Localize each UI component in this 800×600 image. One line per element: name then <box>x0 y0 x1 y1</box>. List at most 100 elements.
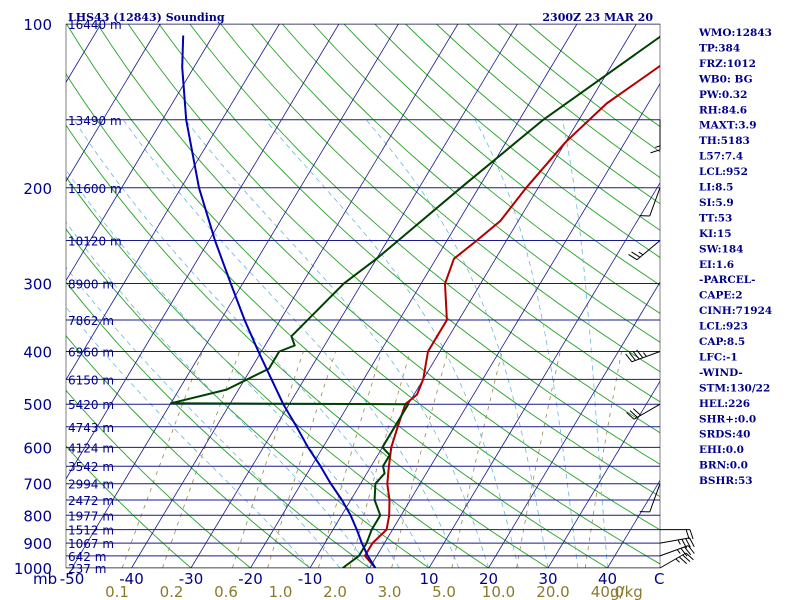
pressure-tick-label: 300 <box>23 276 52 294</box>
mixing-ratio-tick-label: 0.1 <box>105 583 129 600</box>
dry-adiabat-line <box>528 24 660 128</box>
height-level-label: 11600 m <box>68 182 122 196</box>
height-level-label: 1067 m <box>68 537 114 551</box>
wind-barb <box>625 349 661 363</box>
temperature-tick-label: -20 <box>238 570 263 588</box>
isotherm-line <box>190 24 518 568</box>
isotherm-line <box>369 83 660 568</box>
wind-barbs <box>625 119 695 569</box>
wind-barb-staff <box>631 351 661 363</box>
index-entry: LCL:952 <box>699 166 748 178</box>
background-grid <box>66 24 660 568</box>
moist-adiabat-line <box>66 266 341 568</box>
wind-barb-flag <box>650 149 661 154</box>
wind-barb-flag <box>681 539 687 549</box>
moist-adiabat-line <box>122 119 460 568</box>
height-level-label: 13490 m <box>68 114 122 128</box>
wind-barb-staff <box>659 552 687 569</box>
mixing-ratio-line <box>391 351 449 568</box>
pressure-tick-label: 900 <box>23 535 52 553</box>
index-entry: TP:384 <box>699 42 740 54</box>
height-level-label: 6150 m <box>68 373 114 387</box>
height-level-label: 8900 m <box>68 278 114 292</box>
dry-adiabat-line <box>497 24 660 153</box>
temperature-tick-label: 30 <box>538 570 557 588</box>
wind-barb-staff <box>659 537 690 544</box>
mixing-ratio-line <box>162 351 240 568</box>
index-entry: EHI:0.0 <box>699 444 744 456</box>
height-level-label: 4124 m <box>68 441 114 455</box>
wind-barb-flag <box>631 251 641 258</box>
wind-barb <box>660 529 694 540</box>
index-entry: WB0: BG <box>698 73 753 85</box>
pressure-tick-label: 1000 <box>14 560 52 578</box>
height-level-label: 2994 m <box>68 478 114 492</box>
pressure-tick-label: 800 <box>23 507 52 525</box>
height-level-label: 6960 m <box>68 346 114 360</box>
index-entry: SHR+:0.0 <box>699 413 756 425</box>
pressure-tick-label: 200 <box>23 180 52 198</box>
index-entry: PW:0.32 <box>699 89 747 101</box>
wind-barb <box>626 403 661 420</box>
index-entry: CAPE:2 <box>699 290 743 302</box>
wind-barb-flag <box>687 545 695 554</box>
temperature-tick-label: -40 <box>119 570 144 588</box>
index-entry: MAXT:3.9 <box>699 120 757 132</box>
wind-barb <box>659 545 695 557</box>
index-entry: BRN:0.0 <box>699 460 748 472</box>
height-level-label: 4743 m <box>68 421 114 435</box>
temperature-profile-line <box>363 64 660 568</box>
temperature-tick-label: 0 <box>365 570 375 588</box>
wind-barb-flag <box>675 558 680 563</box>
moist-adiabat-line <box>66 306 311 568</box>
wind-barb-flag <box>682 554 691 563</box>
wind-barb-flag <box>680 547 688 557</box>
index-entry: RH:84.6 <box>699 104 747 116</box>
wind-barb-staff <box>636 240 661 261</box>
moist-adiabat-line <box>264 119 519 568</box>
index-entry: SW:184 <box>699 243 743 255</box>
temperature-tick-label: -10 <box>298 570 323 588</box>
height-level-label: 2472 m <box>68 494 114 508</box>
wind-barb-flag <box>689 529 694 540</box>
height-level-label: 16440 m <box>68 18 122 32</box>
wind-barb-flag <box>633 408 642 416</box>
dry-adiabat-line <box>66 73 608 568</box>
mixing-ratio-tick-label: 0.6 <box>214 583 238 600</box>
wind-barb-staff <box>633 403 661 420</box>
pressure-tick-label: 500 <box>23 396 52 414</box>
isotherm-line <box>131 24 459 568</box>
mixing-ratio-tick-label: 0.2 <box>160 583 184 600</box>
dry-adiabat-line <box>127 24 660 498</box>
mixing-ratio-line <box>318 351 383 568</box>
parcel-profile-line <box>181 35 377 568</box>
index-entry: SRDS:40 <box>699 429 751 441</box>
moist-adiabat-line <box>184 119 489 568</box>
mixing-ratio-line <box>232 351 304 568</box>
wind-barb-staff <box>649 483 661 513</box>
isotherm-line <box>547 380 660 568</box>
mixing-ratio-tick-label: 2.0 <box>323 583 347 600</box>
index-entry: HEL:226 <box>699 398 750 410</box>
wind-barb-flag <box>655 145 661 148</box>
moist-adiabat-line <box>66 169 400 568</box>
stability-indices-panel: WMO:12843 TP:384 FRZ:1012 WB0: BG PW:0.32 RH:… <box>698 27 772 487</box>
dry-adiabat-line <box>66 228 430 568</box>
moist-adiabat-line <box>66 221 370 568</box>
wind-barb-flag <box>638 251 644 256</box>
dry-adiabat-line <box>66 24 660 565</box>
wind-barb-flag <box>689 537 695 547</box>
wind-barb-flag <box>677 539 681 545</box>
wind-barb-flag <box>684 546 692 556</box>
index-entry: BSHR:53 <box>699 475 753 487</box>
wind-barb-flag <box>626 412 635 420</box>
isotherm-line <box>66 24 280 381</box>
isotherm-line <box>488 281 660 568</box>
wind-barb <box>650 119 661 154</box>
moist-adiabat-line <box>474 119 579 568</box>
mixing-ratio-line <box>121 351 203 568</box>
isotherm-line <box>66 24 340 480</box>
height-level-label: 3542 m <box>68 460 114 474</box>
index-entry: -PARCEL- <box>699 274 755 286</box>
